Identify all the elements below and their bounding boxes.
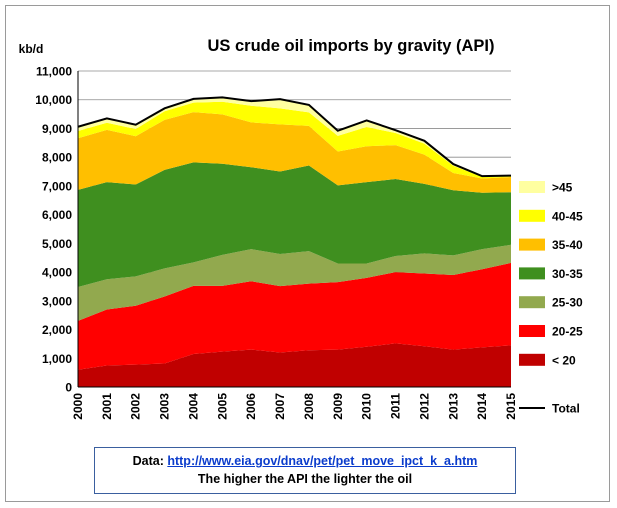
y-tick-label: 7,000 [42, 179, 72, 193]
legend-label: 20-25 [552, 325, 583, 339]
legend-label: 25-30 [552, 296, 583, 310]
y-tick-label: 10,000 [35, 93, 72, 107]
x-tick-label: 2006 [244, 393, 258, 420]
legend-swatch [519, 325, 545, 337]
y-tick-label: 6,000 [42, 208, 72, 222]
x-tick-label: 2012 [417, 393, 431, 420]
y-tick-label: 8,000 [42, 151, 72, 165]
legend-label: 30-35 [552, 267, 583, 281]
y-tick-label: 3,000 [42, 294, 72, 308]
total-line [77, 96, 512, 178]
area-series-20 [78, 343, 511, 387]
legend-swatch [519, 267, 545, 280]
x-tick-label: 2013 [446, 393, 460, 420]
legend-swatch [519, 181, 545, 193]
area-series-40-45 [78, 101, 511, 179]
y-tick-label: 1,000 [42, 352, 72, 366]
x-tick-label: 2005 [215, 393, 229, 420]
y-tick-label: 4,000 [42, 266, 72, 280]
y-tick-label: 0 [65, 381, 72, 395]
x-tick-label: 2001 [100, 393, 114, 420]
x-tick-label: 2000 [71, 393, 85, 420]
x-tick-label: 2002 [129, 393, 143, 420]
chart-frame: US crude oil imports by gravity (API) kb/… [5, 5, 610, 502]
area-series-35-40 [78, 112, 511, 193]
legend-swatch [519, 353, 545, 366]
x-tick-label: 2015 [504, 393, 518, 420]
legend-label: >45 [552, 181, 573, 195]
area-series-30-35 [78, 162, 511, 288]
legend-swatch [519, 209, 545, 222]
legend-label: 35-40 [552, 238, 583, 252]
legend-total-label: Total [552, 402, 580, 416]
area-series-20-25 [78, 262, 511, 370]
footnote-source-line: Data: http://www.eia.gov/dnav/pet/pet_mo… [95, 454, 515, 468]
legend-label: 40-45 [552, 209, 583, 223]
x-tick-label: 2003 [158, 393, 172, 420]
legend-swatch [519, 238, 545, 251]
area-series-25-30 [78, 244, 511, 321]
x-tick-label: 2008 [302, 393, 316, 420]
x-tick-label: 2014 [475, 393, 489, 420]
source-link[interactable]: http://www.eia.gov/dnav/pet/pet_move_ipc… [167, 454, 478, 468]
footnote-box: Data: http://www.eia.gov/dnav/pet/pet_mo… [94, 447, 516, 494]
x-tick-label: 2007 [273, 393, 287, 420]
chart: US crude oil imports by gravity (API) kb/… [19, 37, 583, 420]
x-tick-label: 2011 [389, 393, 403, 419]
chart-title: US crude oil imports by gravity (API) [208, 37, 495, 55]
legend-swatch [519, 296, 545, 309]
x-tick-label: 2010 [360, 393, 374, 420]
x-tick-label: 2004 [186, 393, 200, 420]
legend-label: < 20 [552, 353, 576, 367]
footnote-data-label: Data: [132, 454, 168, 468]
y-tick-label: 11,000 [36, 65, 72, 79]
y-tick-label: 9,000 [42, 122, 72, 136]
y-tick-label: 5,000 [42, 237, 72, 251]
x-tick-label: 2009 [331, 393, 345, 420]
y-tick-label: 2,000 [42, 323, 72, 337]
y-axis-unit-label: kb/d [19, 42, 44, 56]
footnote-note: The higher the API the lighter the oil [197, 472, 413, 486]
